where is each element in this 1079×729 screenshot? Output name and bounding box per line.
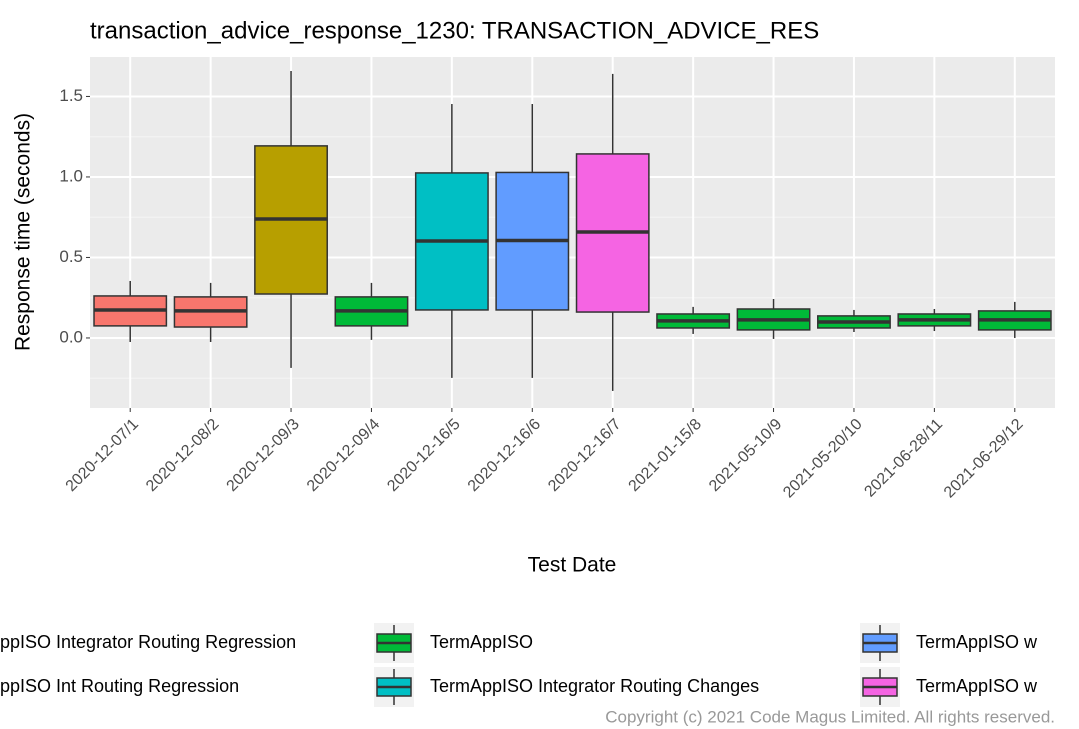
y-tick-label: 1.5 <box>59 86 83 105</box>
x-tick-label: 2020-12-08/2 <box>143 416 222 495</box>
x-tick-label: 2020-12-09/3 <box>224 416 303 495</box>
x-tick-label: 2020-12-09/4 <box>304 416 383 495</box>
legend-label: TermAppISO Integrator Routing Changes <box>430 676 759 696</box>
legend-label: TermAppISO <box>430 632 533 652</box>
x-tick-label: 2020-12-07/1 <box>63 416 142 495</box>
x-tick-label: 2021-06-28/11 <box>861 416 946 501</box>
y-tick-label: 1.0 <box>59 166 83 185</box>
x-tick-label: 2021-06-29/12 <box>941 416 1027 502</box>
chart-title: transaction_advice_response_1230: TRANSA… <box>90 17 819 44</box>
y-tick-label: 0.0 <box>59 327 83 346</box>
legend-label: TermAppISO w <box>916 632 1038 652</box>
y-tick-label: 0.5 <box>59 247 83 266</box>
x-tick-label: 2021-05-10/9 <box>706 416 785 495</box>
y-axis-title: Response time (seconds) <box>12 113 35 351</box>
x-tick-label: 2020-12-16/7 <box>545 416 624 495</box>
x-tick-label: 2021-01-15/8 <box>626 416 705 495</box>
x-tick-label: 2020-12-16/6 <box>465 416 544 495</box>
legend-label: ppISO Int Routing Regression <box>0 676 239 696</box>
legend-label: ppISO Integrator Routing Regression <box>0 632 296 652</box>
x-tick-label: 2021-05-20/10 <box>780 416 866 502</box>
caption: Copyright (c) 2021 Code Magus Limited. A… <box>605 707 1055 726</box>
x-tick-label: 2020-12-16/5 <box>384 416 463 495</box>
x-axis-title: Test Date <box>528 554 617 577</box>
legend-label: TermAppISO w <box>916 676 1038 696</box>
panel <box>90 57 1055 408</box>
